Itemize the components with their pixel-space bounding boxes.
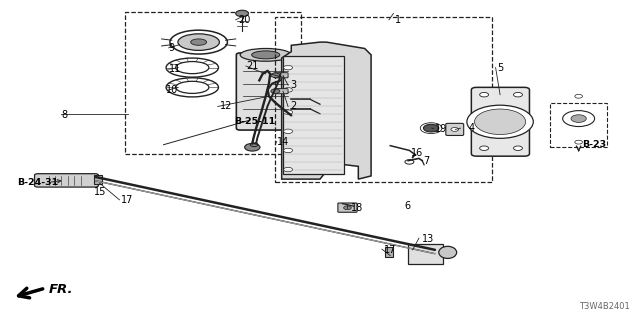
Text: 17: 17 [384, 245, 396, 255]
Circle shape [575, 140, 582, 144]
Text: 11: 11 [169, 64, 181, 74]
Circle shape [271, 73, 280, 77]
Text: B-25-11: B-25-11 [234, 117, 275, 126]
Text: 3: 3 [290, 80, 296, 90]
FancyBboxPatch shape [35, 174, 99, 187]
Circle shape [451, 127, 459, 131]
Bar [385, 247, 393, 257]
Circle shape [513, 146, 522, 150]
Circle shape [284, 129, 292, 133]
Text: 8: 8 [61, 110, 67, 120]
FancyBboxPatch shape [236, 53, 295, 130]
Text: B-24-31: B-24-31 [17, 178, 58, 187]
Bar [275, 17, 492, 182]
Circle shape [479, 92, 488, 97]
Text: T3W4B2401: T3W4B2401 [579, 302, 630, 311]
Text: 2: 2 [290, 101, 296, 111]
Polygon shape [282, 42, 371, 179]
Bar [550, 103, 607, 147]
Text: 10: 10 [166, 85, 179, 95]
Text: 1: 1 [396, 15, 401, 25]
Ellipse shape [252, 51, 280, 59]
FancyBboxPatch shape [471, 87, 529, 156]
Text: 16: 16 [412, 148, 424, 158]
Text: 5: 5 [497, 63, 504, 73]
Text: B-23: B-23 [582, 140, 607, 148]
Circle shape [575, 94, 582, 98]
Circle shape [424, 124, 439, 132]
Circle shape [513, 92, 522, 97]
Circle shape [479, 146, 488, 150]
Text: 4: 4 [468, 123, 474, 133]
Circle shape [571, 115, 586, 123]
Text: 21: 21 [246, 61, 259, 71]
Circle shape [467, 105, 533, 138]
Ellipse shape [178, 34, 220, 50]
Text: 6: 6 [404, 201, 410, 211]
Text: 12: 12 [220, 101, 232, 111]
Text: 7: 7 [424, 156, 429, 166]
Text: FR.: FR. [49, 283, 73, 296]
Text: 19: 19 [435, 124, 447, 134]
Text: 13: 13 [422, 234, 435, 244]
Circle shape [271, 89, 280, 93]
Text: 17: 17 [121, 195, 133, 205]
Ellipse shape [191, 39, 207, 45]
Bar [408, 244, 444, 264]
Circle shape [284, 148, 292, 153]
Bar [125, 12, 301, 154]
Text: 20: 20 [238, 15, 251, 25]
Circle shape [474, 109, 525, 134]
Text: 14: 14 [276, 137, 289, 147]
FancyBboxPatch shape [338, 203, 357, 212]
Circle shape [284, 167, 292, 172]
FancyBboxPatch shape [446, 123, 464, 135]
Text: 18: 18 [351, 204, 363, 213]
Ellipse shape [240, 49, 291, 61]
Text: 15: 15 [94, 188, 106, 197]
Circle shape [284, 88, 292, 92]
Bar [94, 175, 102, 184]
Circle shape [344, 206, 351, 210]
Ellipse shape [439, 246, 457, 259]
Bar [283, 56, 344, 174]
FancyBboxPatch shape [274, 73, 288, 78]
Ellipse shape [236, 10, 248, 17]
Circle shape [284, 65, 292, 70]
Text: 9: 9 [169, 43, 175, 53]
FancyBboxPatch shape [274, 89, 288, 94]
Circle shape [284, 110, 292, 115]
Circle shape [244, 143, 260, 151]
